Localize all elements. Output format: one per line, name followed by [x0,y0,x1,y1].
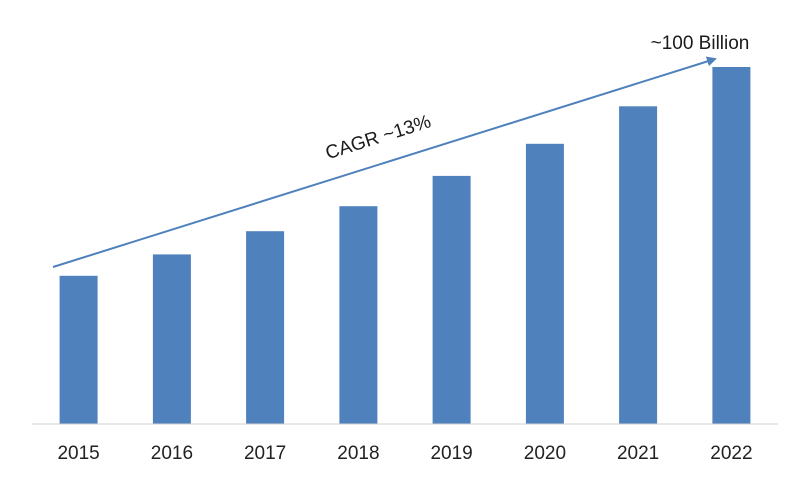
x-tick-label-2015: 2015 [57,443,99,464]
bar-2015 [59,275,98,424]
bar-2017 [246,231,285,424]
x-tick-label-2016: 2016 [151,443,193,464]
bar-2016 [152,254,191,424]
bar-2019 [432,175,471,424]
x-tick-label-2018: 2018 [337,443,379,464]
bar-series [59,67,751,425]
x-tick-label-2019: 2019 [430,443,472,464]
cagr-annotation: CAGR ~13% [323,111,434,164]
x-tick-label-2022: 2022 [710,443,752,464]
end-value-annotation: ~100 Billion [651,33,750,54]
x-tick-label-2017: 2017 [244,443,286,464]
bar-2021 [619,106,658,425]
x-tick-label-2021: 2021 [617,443,659,464]
bar-2022 [712,67,751,424]
x-axis-tick-labels: 2015 2016 2017 2018 2019 2020 2021 2022 [57,443,752,464]
x-tick-label-2020: 2020 [524,443,566,464]
cagr-trend-arrow [52,56,717,268]
bar-2020 [525,143,564,425]
bar-2018 [339,206,378,424]
